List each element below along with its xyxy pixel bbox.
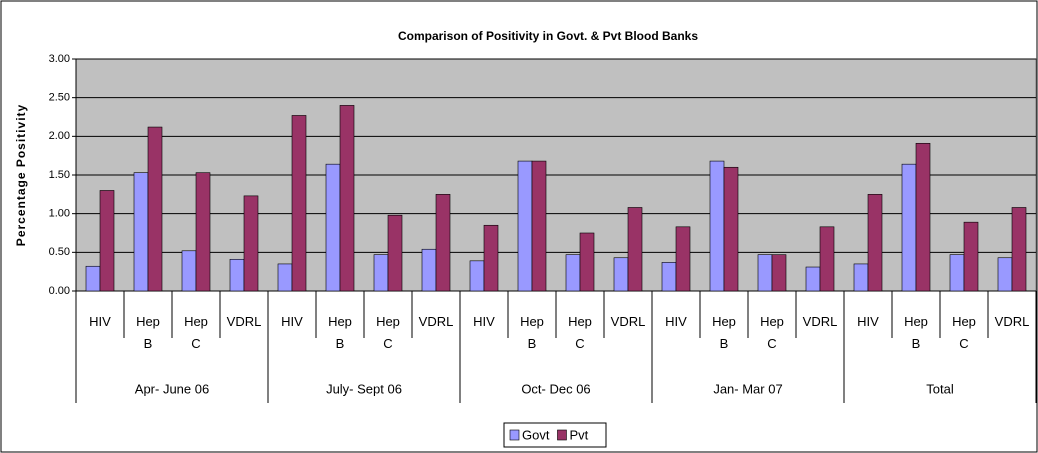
bar (709, 160, 725, 292)
bar (565, 254, 581, 292)
bar (339, 105, 355, 292)
x-tick-label: VDRL (419, 314, 454, 329)
group-label: Apr- June 06 (135, 381, 209, 396)
x-tick-label: Hep C (568, 314, 592, 351)
x-tick-label: HIV (857, 314, 879, 329)
legend-label: Govt (522, 427, 550, 442)
bar (387, 214, 403, 292)
bar (435, 194, 451, 292)
y-tick-label: 1.00 (49, 208, 70, 220)
bar (723, 166, 739, 292)
bar (469, 260, 485, 292)
x-tick-label: Hep B (136, 314, 160, 351)
bar (867, 194, 883, 292)
bar (229, 258, 245, 292)
bar (661, 262, 677, 292)
x-tick-label: HIV (473, 314, 495, 329)
bar (805, 266, 821, 292)
bar (195, 172, 211, 292)
group-label: July- Sept 06 (326, 381, 402, 396)
x-tick-label: HIV (281, 314, 303, 329)
group-label: Oct- Dec 06 (521, 381, 590, 396)
y-tick-label: 2.50 (49, 92, 70, 104)
y-tick-label: 3.00 (49, 53, 70, 65)
bar (819, 226, 835, 292)
x-tick-label: VDRL (995, 314, 1030, 329)
bar (483, 224, 499, 292)
x-tick-label: Hep B (520, 314, 544, 351)
legend-swatch (509, 429, 520, 441)
x-tick-label: HIV (665, 314, 687, 329)
y-axis-label: Percentage Positivity (14, 104, 28, 246)
bar (85, 265, 101, 292)
x-tick-label: Hep B (328, 314, 352, 351)
x-tick-label: Hep C (952, 314, 976, 351)
x-tick-label: Hep B (904, 314, 928, 351)
bar (373, 254, 389, 292)
x-tick-label: HIV (89, 314, 111, 329)
bar (531, 160, 547, 292)
bar (421, 248, 437, 292)
bar (325, 163, 341, 292)
bar (613, 257, 629, 292)
x-tick-label: VDRL (803, 314, 838, 329)
y-tick-label: 0.00 (49, 285, 70, 297)
bar (853, 263, 869, 292)
bar (243, 195, 259, 292)
bar (627, 207, 643, 292)
bar (517, 160, 533, 292)
bar (675, 226, 691, 292)
bar (147, 126, 163, 292)
bar (963, 221, 979, 292)
x-tick-label: Hep B (712, 314, 736, 351)
bar (99, 190, 115, 292)
bar (1011, 207, 1027, 292)
bar (277, 263, 293, 292)
bar (915, 142, 931, 292)
bar (579, 232, 595, 292)
x-tick-label: Hep C (760, 314, 784, 351)
x-tick-label: Hep C (184, 314, 208, 351)
group-label: Jan- Mar 07 (713, 381, 782, 396)
y-tick-label: 2.00 (49, 130, 70, 142)
bar (949, 254, 965, 292)
bar (757, 254, 773, 292)
x-tick-label: Hep C (376, 314, 400, 351)
bar (771, 254, 787, 292)
x-tick-label: VDRL (611, 314, 646, 329)
x-tick-label: VDRL (227, 314, 262, 329)
y-tick-label: 0.50 (49, 246, 70, 258)
bar (181, 250, 197, 292)
bar (997, 257, 1013, 292)
legend-swatch (557, 429, 567, 441)
group-label: Total (926, 381, 954, 396)
legend-box (503, 422, 607, 448)
bar (291, 115, 307, 292)
legend-label: Pvt (569, 427, 588, 442)
bar (901, 163, 917, 292)
chart-title: Comparison of Positivity in Govt. & Pvt … (398, 29, 698, 43)
bar (133, 172, 149, 292)
y-tick-label: 1.50 (49, 169, 70, 181)
